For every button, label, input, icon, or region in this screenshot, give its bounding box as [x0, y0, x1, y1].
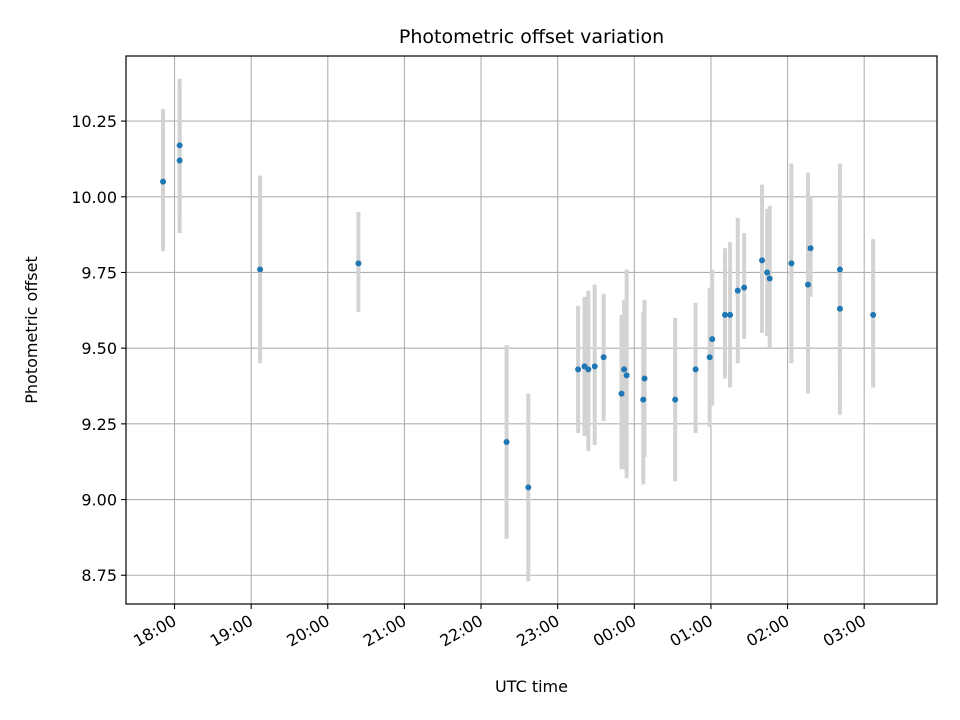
- data-point: [618, 390, 625, 397]
- data-point: [836, 266, 843, 273]
- data-point: [621, 366, 628, 373]
- data-point: [709, 336, 716, 343]
- y-tick-label: 9.00: [81, 491, 117, 510]
- data-point: [591, 363, 598, 370]
- data-point: [764, 269, 771, 276]
- data-point: [641, 375, 648, 382]
- data-point: [176, 157, 183, 164]
- y-tick-label: 9.75: [81, 263, 117, 282]
- y-tick-label: 10.25: [71, 112, 117, 131]
- data-point: [525, 484, 532, 491]
- y-axis-title: Photometric offset: [22, 256, 41, 404]
- data-point: [870, 311, 877, 318]
- chart-title: Photometric offset variation: [399, 26, 664, 48]
- data-point: [788, 260, 795, 267]
- data-point: [706, 354, 713, 361]
- data-points: [160, 142, 877, 491]
- data-point: [575, 366, 582, 373]
- data-point: [741, 284, 748, 291]
- data-point: [672, 396, 679, 403]
- data-point: [692, 366, 699, 373]
- data-point: [640, 396, 647, 403]
- data-point: [355, 260, 362, 267]
- data-point: [160, 178, 167, 185]
- y-tick-label: 8.75: [81, 566, 117, 585]
- data-point: [807, 245, 814, 252]
- data-point: [727, 311, 734, 318]
- data-point: [734, 287, 741, 294]
- y-tick-label: 9.50: [81, 339, 117, 358]
- data-point: [257, 266, 264, 273]
- data-point: [721, 311, 728, 318]
- data-point: [585, 366, 592, 373]
- plot-area: [126, 56, 937, 604]
- data-point: [623, 372, 630, 379]
- data-point: [836, 305, 843, 312]
- data-point: [600, 354, 607, 361]
- plot-frame: [125, 55, 938, 605]
- y-tick-label: 10.00: [71, 188, 117, 207]
- data-point: [766, 275, 773, 282]
- data-point: [805, 281, 812, 288]
- x-axis-title: UTC time: [495, 677, 568, 696]
- data-point: [176, 142, 183, 149]
- data-point: [503, 439, 510, 446]
- y-tick-label: 9.25: [81, 415, 117, 434]
- data-point: [759, 257, 766, 264]
